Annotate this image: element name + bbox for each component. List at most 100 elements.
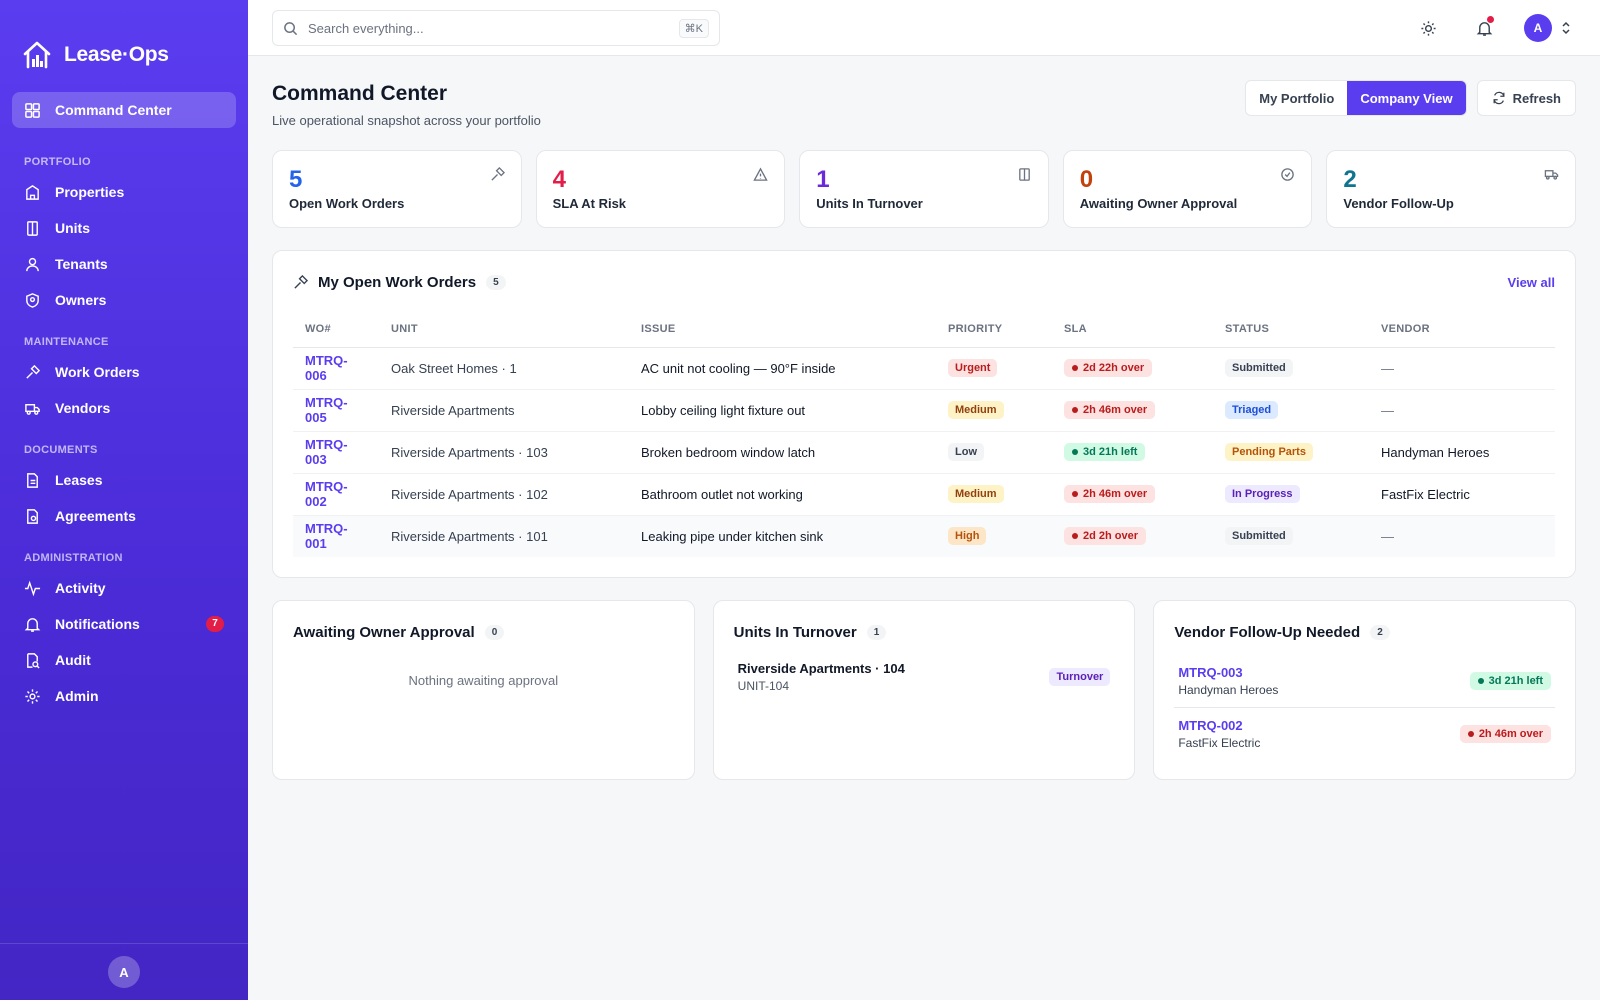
column-header[interactable]: VENDOR (1369, 311, 1555, 348)
notifications-button[interactable] (1468, 12, 1500, 44)
card-header: Vendor Follow-Up Needed 2 (1174, 621, 1555, 643)
sidebar-item-properties[interactable]: Properties (12, 174, 236, 210)
turnover-unit-item[interactable]: Riverside Apartments · 104 UNIT-104 Turn… (734, 661, 1115, 693)
refresh-button[interactable]: Refresh (1476, 80, 1576, 116)
vendor-cell: Handyman Heroes (1369, 431, 1555, 474)
search-shortcut-hint: ⌘K (678, 18, 709, 38)
page-title: Command Center (272, 82, 448, 105)
stat-value: 2 (1343, 166, 1357, 193)
nav-section-title: ADMINISTRATION (24, 552, 123, 564)
sidebar-item-label: Notifications (55, 616, 140, 632)
column-header[interactable]: UNIT (379, 311, 629, 348)
work-order-id-link[interactable]: MTRQ-006 (293, 347, 379, 390)
hammer-icon (294, 274, 308, 289)
table-row[interactable]: MTRQ-001 Riverside Apartments · 101 Leakin… (293, 515, 1555, 557)
sidebar-item-vendors[interactable]: Vendors (12, 390, 236, 426)
stat-card-sla-at-risk[interactable]: 4 SLA At Risk (535, 150, 786, 228)
sun-icon (1420, 20, 1436, 36)
grid-icon (25, 102, 40, 118)
column-header[interactable]: SLA (1052, 311, 1213, 348)
stat-card-awaiting-owner-approval[interactable]: 0 Awaiting Owner Approval (1062, 150, 1313, 228)
shield-icon (26, 292, 39, 308)
sidebar-item-label: Activity (55, 580, 106, 596)
search-box[interactable]: ⌘K (272, 10, 720, 46)
table-row[interactable]: MTRQ-005 Riverside Apartments Lobby ceilin… (293, 389, 1555, 432)
unit-cell: Oak Street Homes · 1 (379, 347, 629, 390)
truck-icon (1544, 170, 1559, 180)
count-badge: 0 (484, 624, 505, 640)
work-order-link[interactable]: MTRQ-003 (1178, 665, 1243, 680)
sidebar-item-units[interactable]: Units (12, 210, 236, 246)
sidebar-item-audit[interactable]: Audit (12, 642, 236, 678)
owner-approval-card: Awaiting Owner Approval 0 Nothing awaiti… (272, 600, 695, 780)
sidebar-item-admin[interactable]: Admin (12, 678, 236, 714)
my-portfolio-button[interactable]: My Portfolio (1259, 90, 1335, 106)
stat-card-open-work-orders[interactable]: 5 Open Work Orders (272, 150, 522, 228)
sidebar-item-notifications[interactable]: Notifications 7 (12, 606, 236, 642)
page-header: Command Center Live operational snapshot… (272, 56, 1576, 150)
building-icon (26, 184, 39, 200)
sidebar-item-activity[interactable]: Activity (12, 570, 236, 606)
sla-cell: 3d 21h left (1052, 431, 1213, 474)
search-icon (284, 21, 298, 35)
user-menu[interactable]: A (1524, 14, 1572, 42)
sidebar-item-label: Vendors (55, 400, 111, 416)
card-header: Units In Turnover 1 (734, 621, 1115, 643)
notification-dot (1487, 16, 1494, 23)
alert-triangle-icon (753, 167, 768, 181)
work-orders-table: WO# UNIT ISSUE PRIORITY SLA STATUS VENDO… (293, 311, 1555, 557)
status-cell: Submitted (1213, 515, 1369, 557)
issue-cell: Leaking pipe under kitchen sink (629, 515, 936, 557)
company-view-button[interactable]: Company View (1347, 81, 1466, 115)
brand[interactable]: Lease·Ops (0, 0, 248, 84)
work-order-link[interactable]: MTRQ-002 (1178, 718, 1243, 733)
column-header[interactable]: ISSUE (629, 311, 936, 348)
theme-toggle-button[interactable] (1412, 12, 1444, 44)
refresh-label: Refresh (1512, 90, 1561, 106)
sla-badge: 2d 2h over (1064, 527, 1147, 546)
nav-section-title: PORTFOLIO (24, 156, 91, 168)
table-row[interactable]: MTRQ-003 Riverside Apartments · 103 Broken… (293, 431, 1555, 474)
nav-section-portfolio: PORTFOLIO Properties Units Tenants Owner… (12, 142, 236, 318)
table-row[interactable]: MTRQ-006 Oak Street Homes · 1 AC unit not … (293, 347, 1555, 390)
sidebar-item-tenants[interactable]: Tenants (12, 246, 236, 282)
card-title: Vendor Follow-Up Needed (1174, 623, 1361, 641)
truck-icon (25, 403, 40, 415)
view-all-link[interactable]: View all (1507, 274, 1555, 290)
issue-cell: Bathroom outlet not working (629, 473, 936, 516)
sidebar-item-label: Tenants (55, 256, 108, 272)
sidebar-item-leases[interactable]: Leases (12, 462, 236, 498)
column-header[interactable]: WO# (293, 311, 379, 348)
column-header[interactable]: STATUS (1213, 311, 1369, 348)
table-row[interactable]: MTRQ-002 Riverside Apartments · 102 Bathro… (293, 473, 1555, 516)
priority-badge: Medium (948, 401, 1004, 419)
priority-badge: Urgent (948, 359, 998, 377)
work-order-id-link[interactable]: MTRQ-005 (293, 389, 379, 432)
work-order-id-link[interactable]: MTRQ-001 (293, 515, 379, 557)
empty-state-text: Nothing awaiting approval (408, 673, 559, 688)
stat-card-units-in-turnover[interactable]: 1 Units In Turnover (799, 150, 1049, 228)
unit-cell: Riverside Apartments · 102 (379, 473, 629, 516)
avatar[interactable]: A (108, 956, 140, 988)
sidebar-item-work-orders[interactable]: Work Orders (12, 354, 236, 390)
priority-cell: Medium (936, 389, 1052, 432)
status-badge: In Progress (1225, 485, 1300, 503)
priority-badge: Medium (948, 485, 1004, 503)
search-input[interactable] (308, 20, 669, 36)
work-order-id-link[interactable]: MTRQ-003 (293, 431, 379, 474)
column-header[interactable]: PRIORITY (936, 311, 1052, 348)
count-badge: 1 (866, 624, 887, 640)
sidebar-item-agreements[interactable]: Agreements (12, 498, 236, 534)
sidebar-item-label: Admin (55, 688, 99, 704)
nav-section-title: MAINTENANCE (24, 336, 109, 348)
bell-icon (1476, 21, 1492, 36)
stat-card-vendor-follow-up[interactable]: 2 Vendor Follow-Up (1326, 150, 1576, 228)
work-order-id-link[interactable]: MTRQ-002 (293, 473, 379, 516)
sidebar-item-owners[interactable]: Owners (12, 282, 236, 318)
view-toggle: My Portfolio Company View (1245, 80, 1467, 116)
sidebar-item-command-center[interactable]: Command Center (12, 92, 236, 128)
header-actions: My Portfolio Company View Refresh (1245, 80, 1576, 116)
house-chart-logo-icon (23, 41, 51, 69)
unit-code: UNIT-104 (737, 679, 790, 693)
nav-section-administration: ADMINISTRATION Activity Notifications 7 … (12, 538, 236, 714)
